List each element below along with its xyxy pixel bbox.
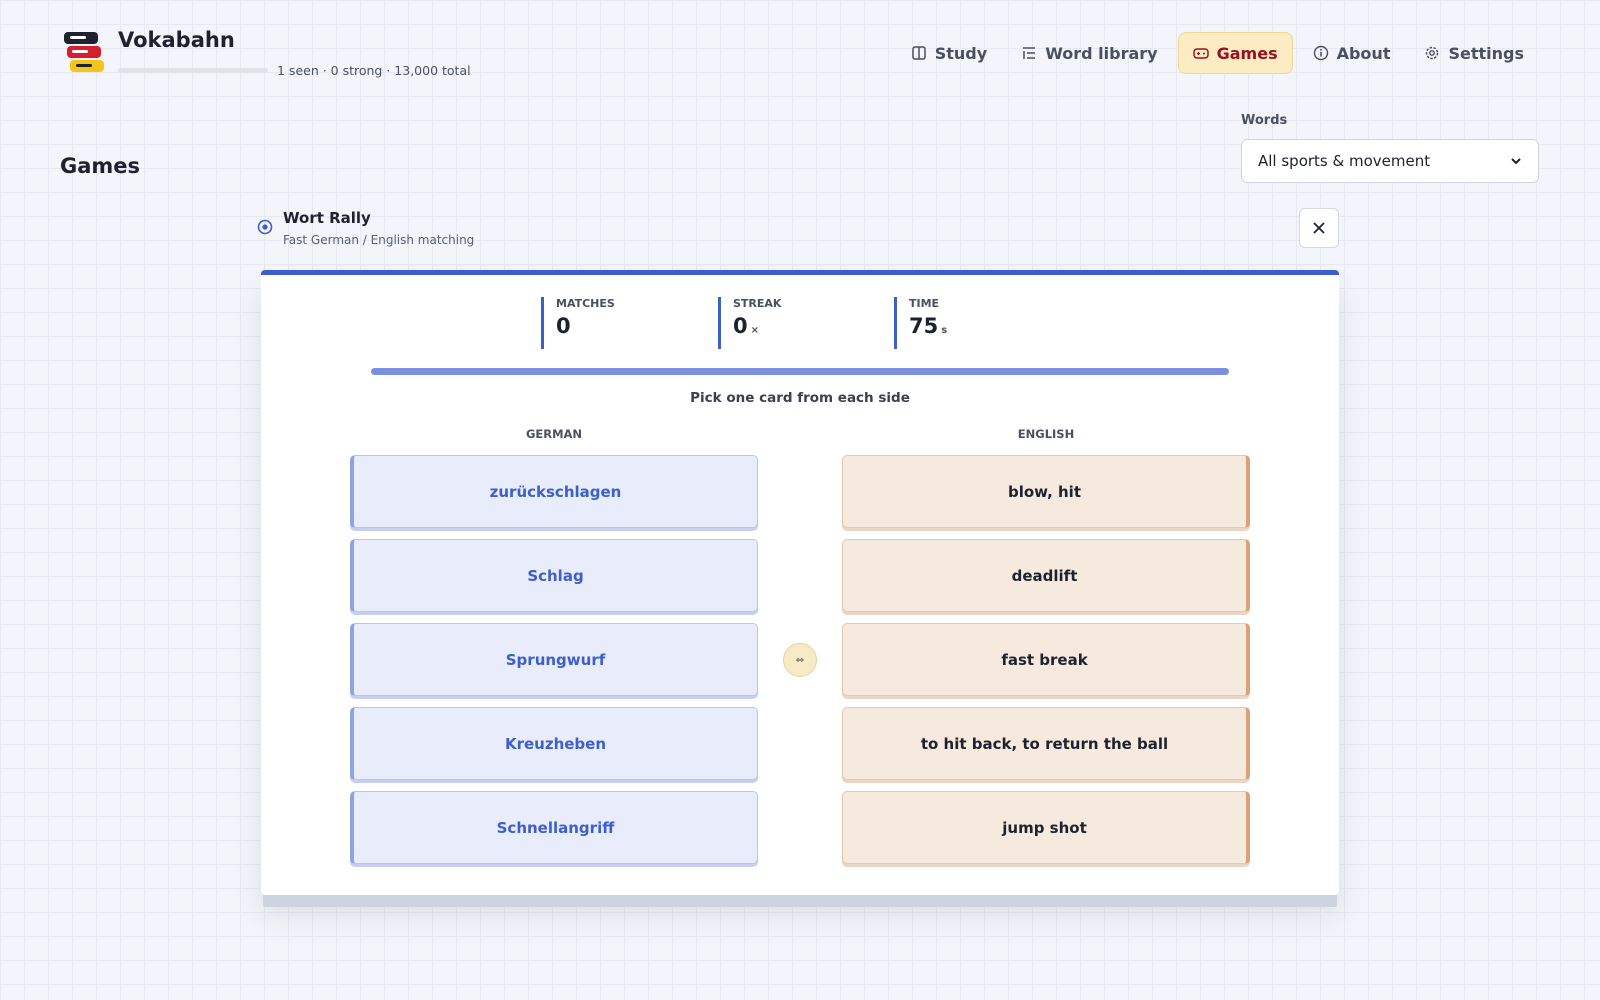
brand: Vokabahn: [118, 28, 235, 52]
filter-label: Words: [1241, 113, 1288, 128]
word-card[interactable]: deadlift: [842, 539, 1250, 612]
nav-icon: [1192, 48, 1209, 59]
stat-unit: ×: [750, 325, 760, 336]
stat-value: 0 ×: [733, 314, 868, 338]
timer-bar: [371, 368, 1229, 375]
filter-select[interactable]: All sports & movement: [1241, 139, 1539, 183]
stat-value: 0: [556, 314, 691, 338]
stat: STREAK 0 ×: [718, 297, 868, 349]
stat-number: 75: [909, 314, 939, 338]
word-card[interactable]: to hit back, to return the ball: [842, 707, 1250, 780]
stat: TIME 75 s: [894, 297, 1044, 349]
nav-icon: [911, 46, 926, 60]
column-heading: GERMAN: [525, 427, 583, 441]
close-icon: [1313, 222, 1325, 234]
stat-label: STREAK: [733, 297, 782, 310]
nav: Study Word library Games About Settings: [897, 32, 1538, 74]
stat-label: MATCHES: [556, 297, 615, 310]
game-subtitle: Fast German / English matching: [283, 233, 475, 247]
nav-label: About: [1336, 43, 1391, 63]
nav-label: Settings: [1448, 43, 1524, 63]
word-card[interactable]: Kreuzheben: [350, 707, 758, 780]
close-button[interactable]: [1299, 208, 1339, 248]
instruction: Pick one card from each side: [690, 390, 910, 406]
nav-label: Word library: [1045, 43, 1158, 63]
word-card[interactable]: zurückschlagen: [350, 455, 758, 528]
nav-icon: [1426, 46, 1439, 60]
nav-icon: [1313, 45, 1328, 61]
page-title: Games: [60, 154, 141, 178]
nav-item[interactable]: About: [1299, 32, 1405, 74]
match-indicator: ⇔: [783, 643, 817, 677]
stat-unit: s: [941, 325, 948, 336]
chevron: [1511, 158, 1521, 165]
nav-label: Games: [1216, 43, 1278, 63]
stat-number: 0: [556, 314, 571, 338]
nav-item[interactable]: Games: [1177, 32, 1293, 74]
word-card[interactable]: fast break: [842, 623, 1250, 696]
progress-bar: [118, 68, 268, 73]
filter-value: All sports & movement: [1258, 152, 1431, 170]
word-card[interactable]: blow, hit: [842, 455, 1250, 528]
word-card[interactable]: jump shot: [842, 791, 1250, 864]
word-card[interactable]: Sprungwurf: [350, 623, 758, 696]
stat-label: TIME: [909, 297, 940, 310]
progress-text: 1 seen · 0 strong · 13,000 total: [277, 63, 471, 78]
nav-label: Study: [934, 43, 988, 63]
game-icon: [257, 219, 273, 235]
word-card[interactable]: Schlag: [350, 539, 758, 612]
column-heading: ENGLISH: [1017, 427, 1075, 441]
game-title: Wort Rally: [283, 209, 371, 227]
word-card[interactable]: Schnellangriff: [350, 791, 758, 864]
stat-value: 75 s: [909, 314, 1044, 338]
logo: [64, 32, 104, 72]
nav-icon: [1023, 47, 1036, 59]
stat: MATCHES 0: [541, 297, 691, 349]
nav-item[interactable]: Study: [897, 32, 1001, 74]
nav-item[interactable]: Settings: [1410, 32, 1538, 74]
stat-number: 0: [733, 314, 748, 338]
nav-item[interactable]: Word library: [1007, 32, 1171, 74]
